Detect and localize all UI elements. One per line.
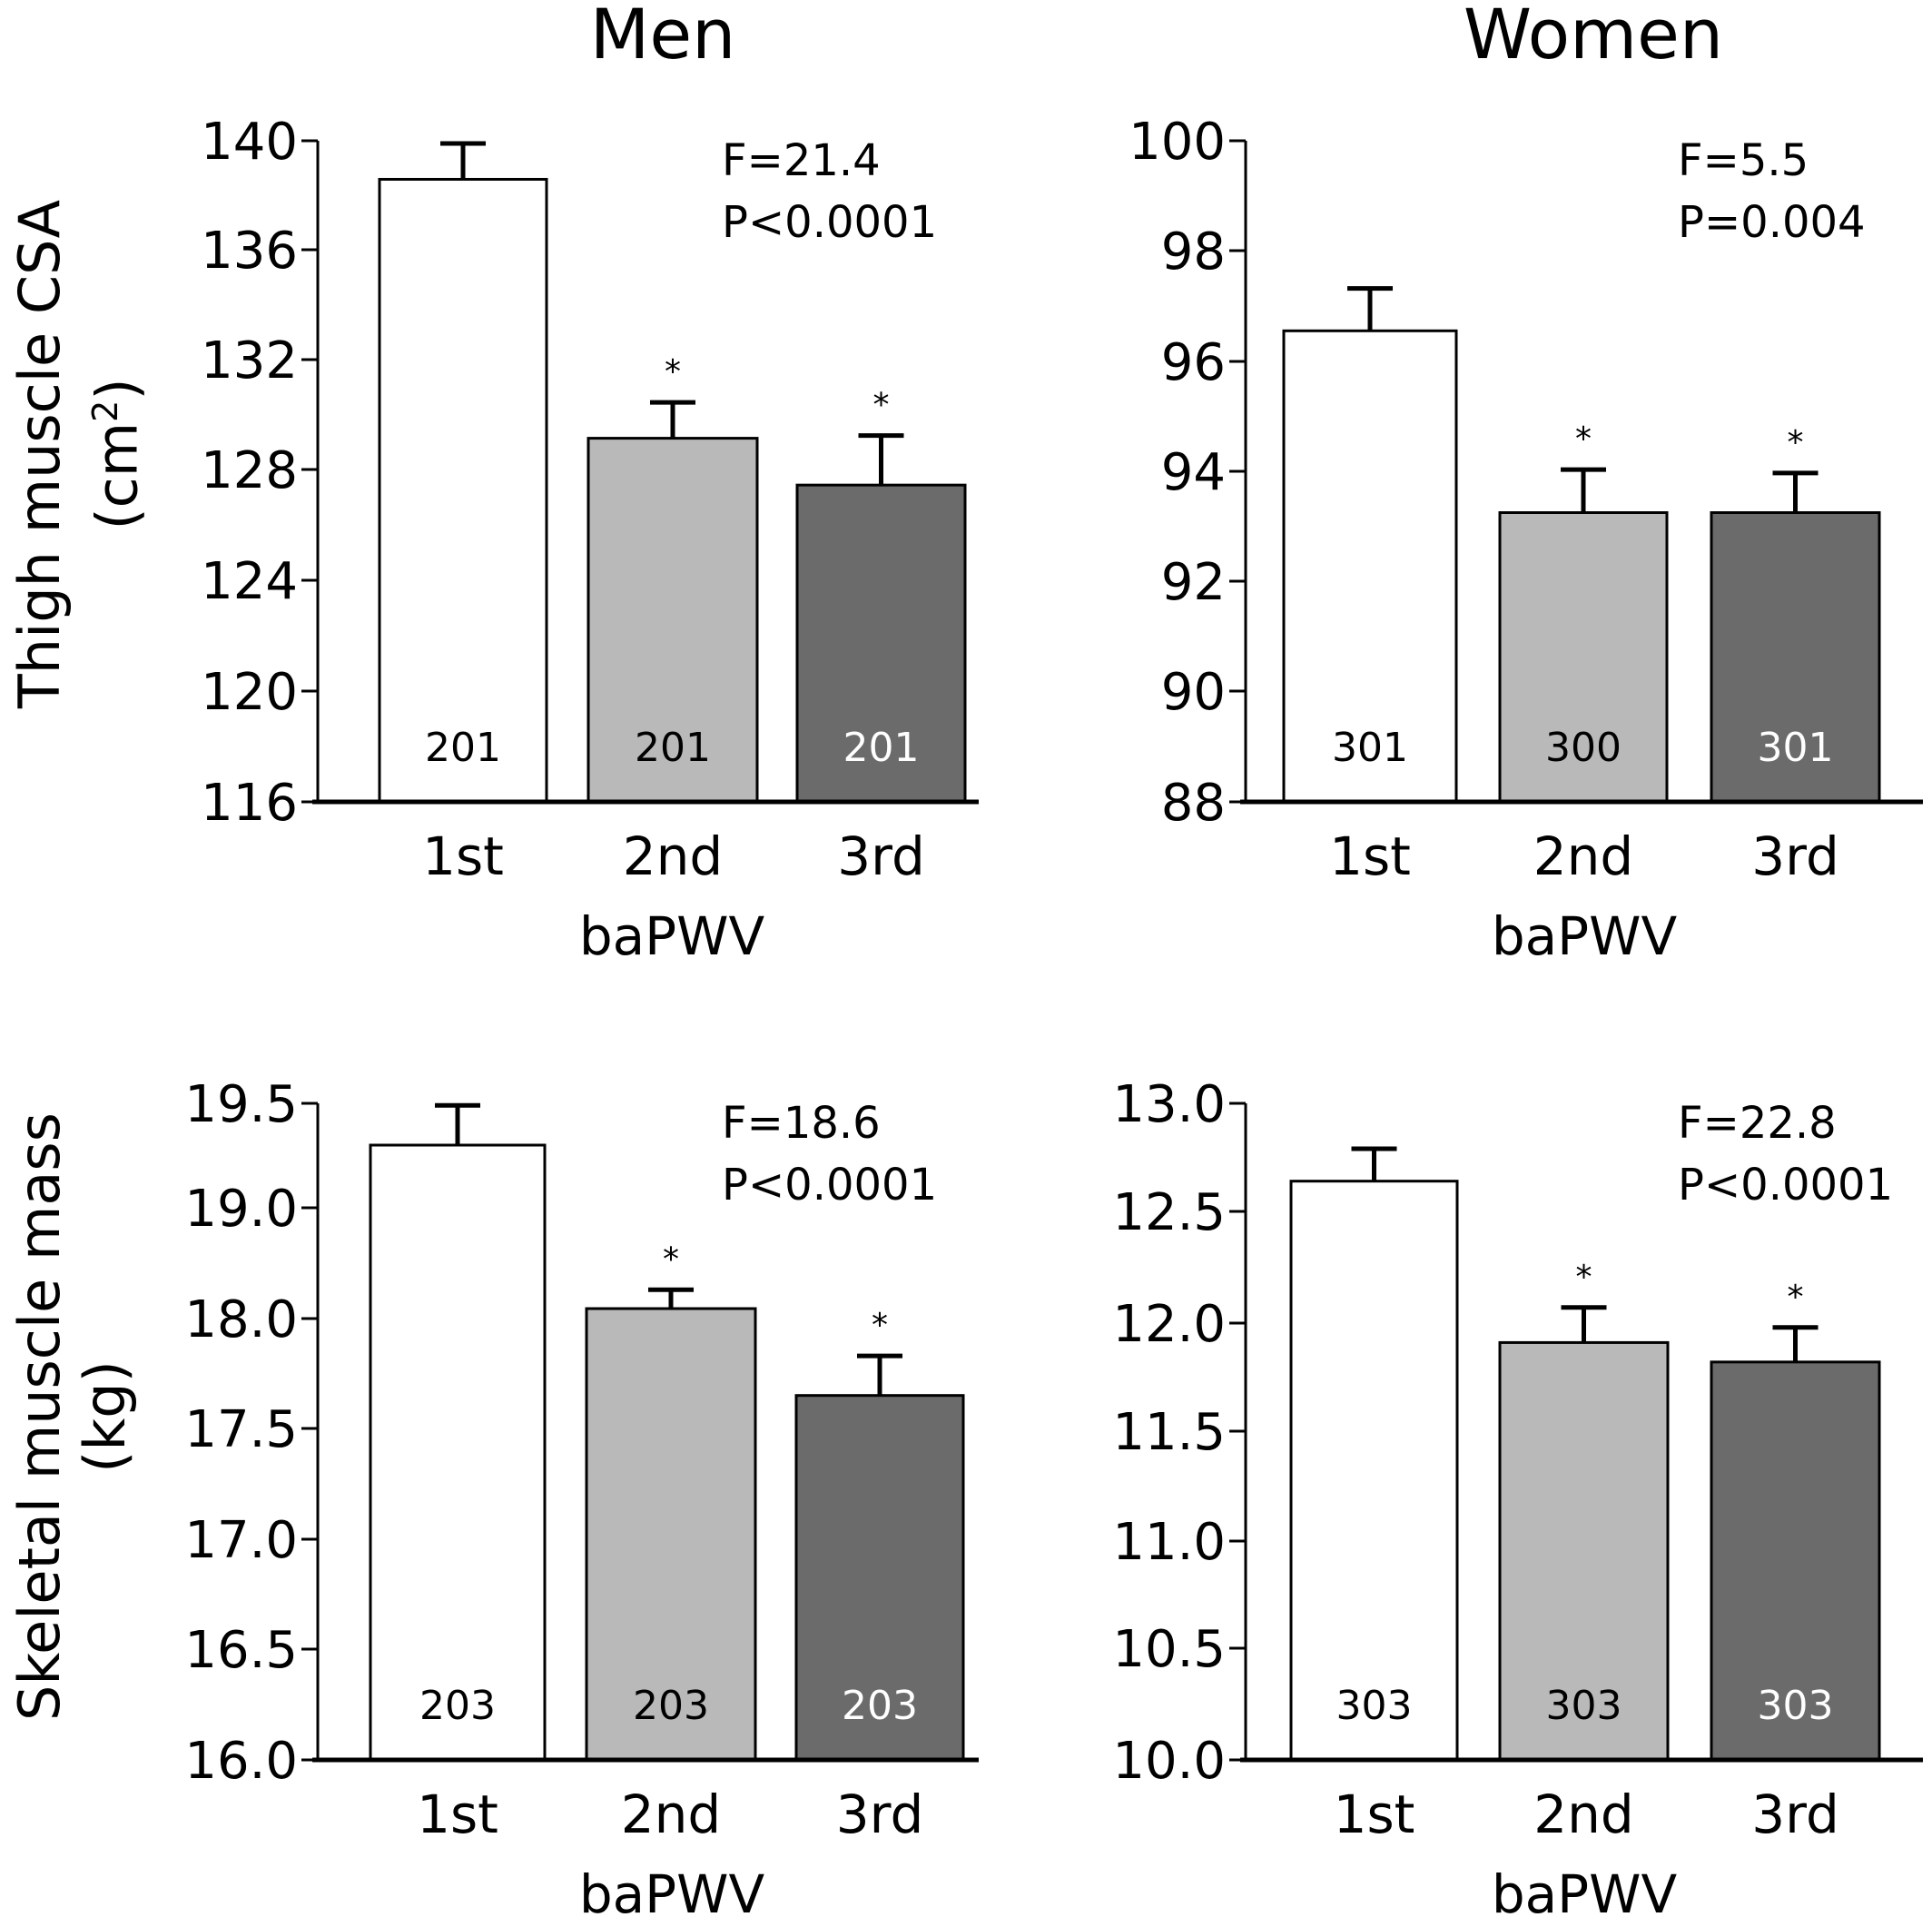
- n-label-2nd: 201: [635, 725, 711, 771]
- column-title-men: Men: [589, 0, 736, 74]
- significance-mark-2nd: *: [1576, 1259, 1592, 1296]
- panel-men-skeletal: 16.0 16.5 17.0 17.5 18.0 19.0 19.5 203 1st * 203 2n…: [184, 1075, 979, 1917]
- panel-women-skeletal: 10.0 10.5 11.0 11.5 12.0 12.5 13.0 303 1st * 303 2n…: [1112, 1075, 1923, 1917]
- y-tick-label: 132: [201, 331, 298, 390]
- y-tick-label: 140: [201, 113, 298, 172]
- bar-1st: [1282, 329, 1458, 804]
- x-tick-label-2nd: 2nd: [1533, 1784, 1633, 1845]
- y-tick-label: 92: [1161, 553, 1226, 612]
- y-tick-label: 96: [1161, 333, 1226, 392]
- bar-2nd: [1498, 1340, 1670, 1762]
- significance-mark-3rd: *: [1788, 1279, 1804, 1316]
- bar-2nd: [585, 1307, 757, 1762]
- x-axis-label: baPWV: [1492, 1863, 1678, 1917]
- n-label-1st: 203: [419, 1683, 496, 1729]
- y-tick-label: 11.5: [1112, 1403, 1226, 1462]
- x-tick-label-1st: 1st: [422, 825, 504, 887]
- stats-line-1: F=18.6: [722, 1098, 881, 1149]
- n-label-3rd: 301: [1758, 725, 1834, 771]
- n-label-2nd: 303: [1546, 1683, 1622, 1729]
- bar-1st: [369, 1143, 547, 1762]
- significance-mark-2nd: *: [665, 353, 681, 390]
- y-tick-label: 11.0: [1112, 1513, 1226, 1572]
- y-tick-label: 17.5: [184, 1400, 298, 1459]
- y-tick-label: 116: [201, 774, 298, 833]
- significance-mark-3rd: *: [873, 387, 890, 424]
- x-tick-label-2nd: 2nd: [1533, 825, 1633, 887]
- significance-mark-2nd: *: [1575, 420, 1592, 458]
- y-tick-label: 100: [1129, 113, 1226, 172]
- y-tick-label: 12.5: [1112, 1183, 1226, 1242]
- n-label-2nd: 300: [1545, 725, 1622, 771]
- y-tick-label: 17.0: [184, 1511, 298, 1570]
- bar-3rd: [794, 1394, 965, 1762]
- x-tick-label-3rd: 3rd: [837, 825, 925, 887]
- y-tick-label: 12.0: [1112, 1295, 1226, 1354]
- n-label-1st: 201: [425, 725, 501, 771]
- y-tick-label: 18.0: [184, 1290, 298, 1349]
- x-tick-label-3rd: 3rd: [836, 1784, 924, 1845]
- n-label-3rd: 201: [843, 725, 920, 771]
- stats-line-1: F=22.8: [1678, 1098, 1837, 1149]
- y-tick-label: 19.5: [184, 1075, 298, 1134]
- stats-line-1: F=5.5: [1678, 135, 1809, 186]
- x-tick-label-2nd: 2nd: [623, 825, 723, 887]
- n-label-3rd: 303: [1758, 1683, 1834, 1729]
- panel-men-thigh: 116 120 124 128 132 136 140 201 1st * 201 2nd * 201 3r…: [201, 113, 979, 967]
- significance-mark-2nd: *: [663, 1240, 679, 1278]
- y-tick-label: 90: [1161, 663, 1226, 722]
- panel-women-thigh: 88 90 92 94 96 98 100 301 1st * 300 2nd * 301 3rd baPWV…: [1129, 113, 1923, 967]
- column-title-women: Women: [1463, 0, 1724, 74]
- y-tick-label: 94: [1161, 443, 1226, 502]
- bar-3rd: [1710, 511, 1881, 804]
- n-label-1st: 303: [1336, 1683, 1413, 1729]
- significance-mark-3rd: *: [1788, 424, 1804, 461]
- y-tick-label: 98: [1161, 222, 1226, 282]
- bar-3rd: [1710, 1360, 1881, 1762]
- x-tick-label-1st: 1st: [1334, 1784, 1415, 1845]
- y-tick-label: 19.0: [184, 1180, 298, 1239]
- y-tick-label: 88: [1161, 774, 1226, 833]
- stats-line-1: F=21.4: [722, 135, 881, 186]
- x-axis-label: baPWV: [1492, 905, 1678, 967]
- x-tick-label-2nd: 2nd: [621, 1784, 721, 1845]
- y-tick-label: 120: [201, 663, 298, 722]
- x-axis-label: baPWV: [579, 905, 765, 967]
- y-tick-label: 16.5: [184, 1621, 298, 1680]
- significance-mark-3rd: *: [872, 1307, 888, 1344]
- x-tick-label-1st: 1st: [1329, 825, 1411, 887]
- stats-line-2: P<0.0001: [722, 197, 937, 248]
- bar-2nd: [1498, 511, 1669, 804]
- x-tick-label-3rd: 3rd: [1751, 1784, 1839, 1845]
- n-label-1st: 301: [1332, 725, 1408, 771]
- y-tick-label: 16.0: [184, 1732, 298, 1791]
- stats-line-2: P<0.0001: [722, 1160, 937, 1210]
- x-tick-label-1st: 1st: [417, 1784, 498, 1845]
- stats-line-2: P=0.004: [1678, 197, 1866, 248]
- y-tick-label: 10.0: [1112, 1732, 1226, 1791]
- y-tick-label: 10.5: [1112, 1620, 1226, 1679]
- n-label-3rd: 203: [842, 1683, 918, 1729]
- bar-1st: [1289, 1180, 1459, 1762]
- bar-1st: [378, 177, 548, 804]
- y-tick-label: 128: [201, 441, 298, 500]
- y-tick-label: 136: [201, 222, 298, 281]
- x-axis-label: baPWV: [579, 1863, 765, 1917]
- y-tick-label: 124: [201, 552, 298, 611]
- x-tick-label-3rd: 3rd: [1751, 825, 1839, 887]
- n-label-2nd: 203: [633, 1683, 709, 1729]
- stats-line-2: P<0.0001: [1678, 1160, 1893, 1210]
- y-tick-label: 13.0: [1112, 1075, 1226, 1134]
